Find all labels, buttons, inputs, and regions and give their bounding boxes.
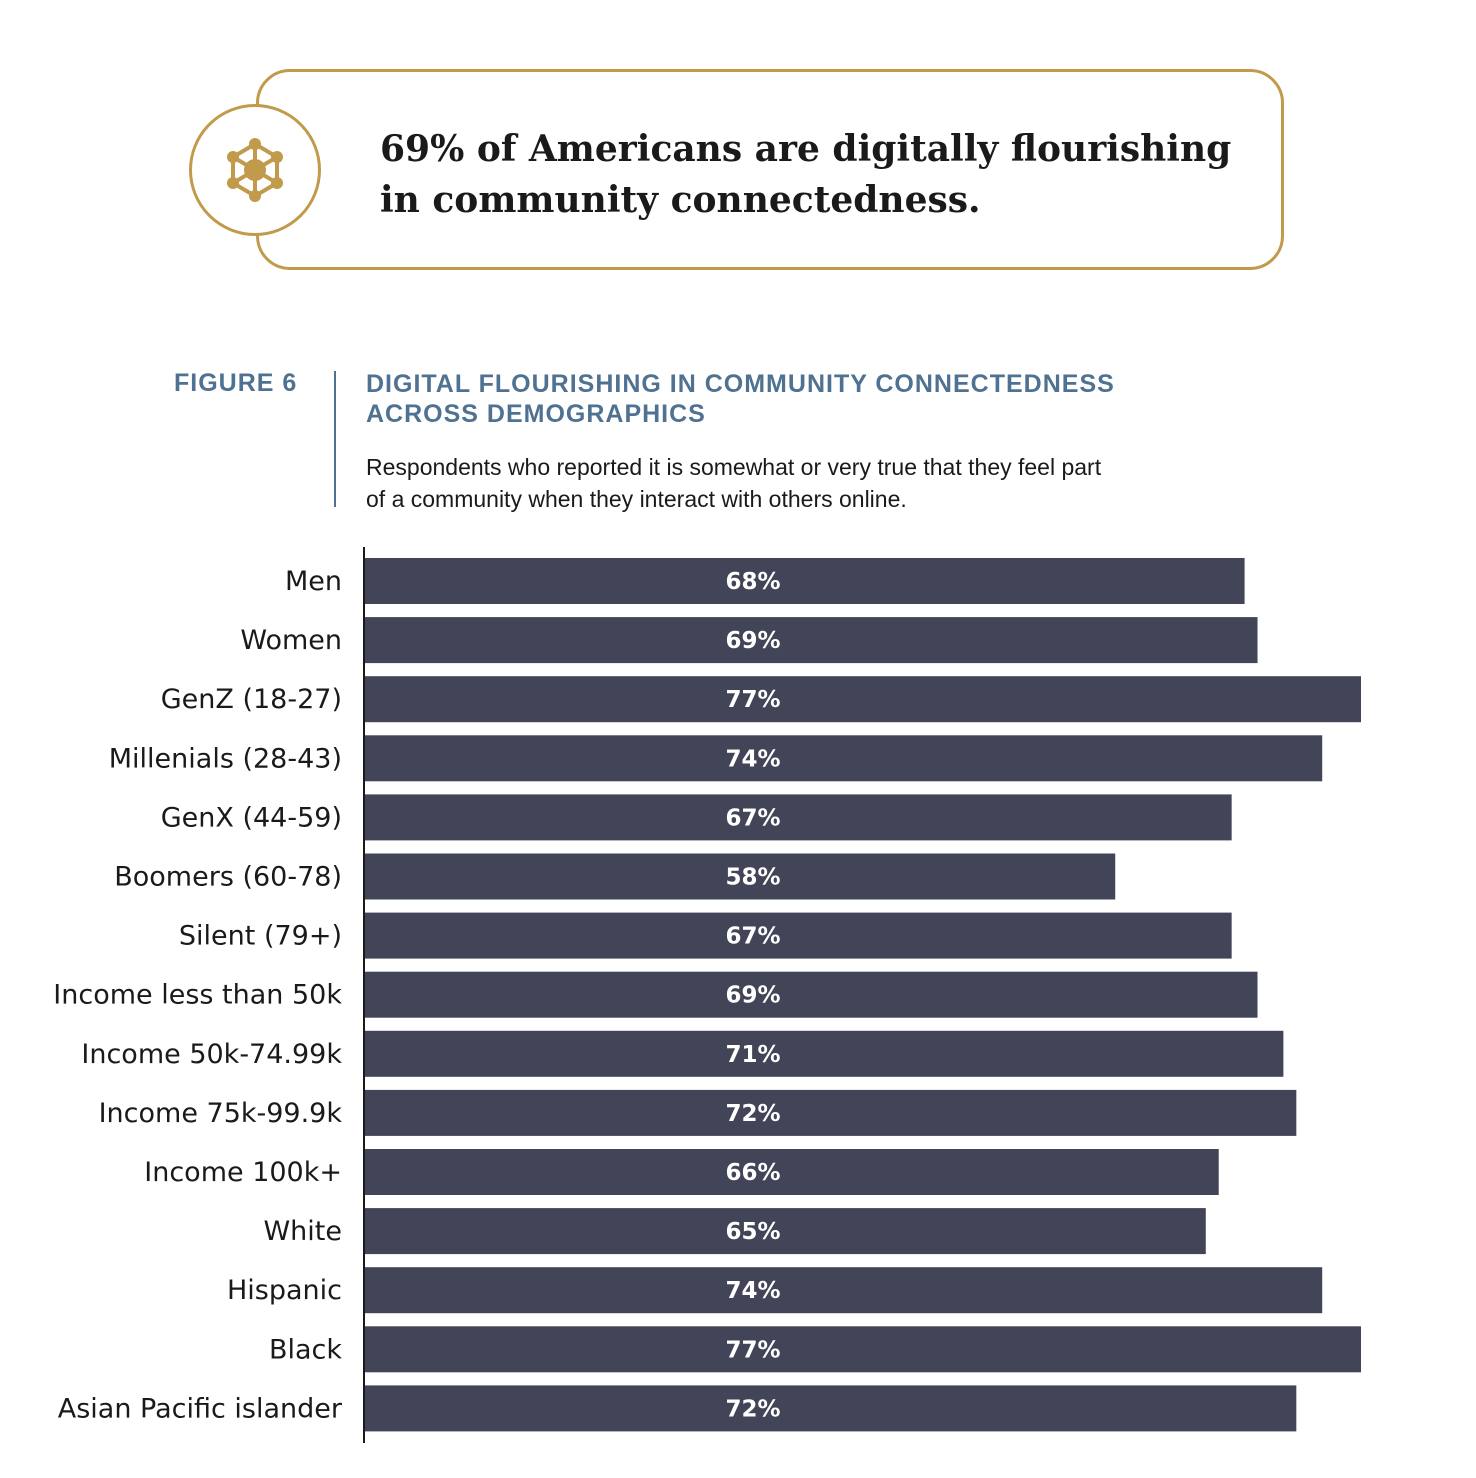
callout-headline-line2: in community connectedness.	[380, 179, 981, 221]
bar-2	[365, 676, 1361, 723]
category-label-7: Income less than 50k	[53, 980, 342, 1011]
category-label-10: Income 100k+	[144, 1157, 342, 1188]
bar-1	[365, 617, 1258, 664]
bar-3	[365, 735, 1323, 782]
value-label-7: 69%	[725, 983, 780, 1009]
bar-8	[365, 1030, 1284, 1077]
bar-10	[365, 1149, 1219, 1195]
figure-subtitle: Respondents who reported it is somewhat …	[366, 451, 1276, 515]
category-label-12: Hispanic	[227, 1275, 342, 1306]
bar-4	[365, 794, 1232, 841]
category-label-14: Asian Pacific islander	[58, 1393, 343, 1424]
value-label-6: 67%	[725, 924, 780, 950]
value-label-2: 77%	[725, 687, 780, 713]
value-label-9: 72%	[725, 1101, 780, 1127]
figure-label: FIGURE 6	[174, 369, 298, 397]
category-label-6: Silent (79+)	[179, 921, 342, 952]
category-label-2: GenZ (18-27)	[161, 684, 342, 715]
bar-11	[365, 1208, 1206, 1255]
value-label-8: 71%	[725, 1042, 780, 1068]
category-label-1: Women	[240, 625, 342, 656]
category-label-0: Men	[285, 566, 342, 597]
value-label-13: 77%	[725, 1337, 780, 1363]
figure-title-line2: ACROSS DEMOGRAPHICS	[366, 400, 706, 428]
figure-subtitle-line2: of a community when they interact with o…	[366, 486, 907, 512]
category-label-8: Income 50k-74.99k	[81, 1039, 342, 1070]
category-label-5: Boomers (60-78)	[114, 862, 342, 893]
bar-7	[365, 971, 1258, 1018]
bar-9	[365, 1089, 1297, 1136]
value-label-11: 65%	[725, 1219, 780, 1245]
community-network-icon	[189, 104, 321, 236]
value-label-0: 68%	[725, 569, 780, 595]
figure-title: DIGITAL FLOURISHING IN COMMUNITY CONNECT…	[366, 369, 1266, 429]
value-label-12: 74%	[725, 1278, 780, 1304]
callout-box	[256, 69, 1284, 270]
figure-subtitle-line1: Respondents who reported it is somewhat …	[366, 454, 1102, 480]
value-label-3: 74%	[725, 746, 780, 772]
figure-divider	[334, 371, 336, 507]
figure-title-line1: DIGITAL FLOURISHING IN COMMUNITY CONNECT…	[366, 370, 1115, 398]
value-label-10: 66%	[725, 1160, 780, 1186]
value-label-5: 58%	[725, 865, 780, 891]
bar-5	[365, 853, 1116, 900]
category-label-4: GenX (44-59)	[161, 802, 342, 833]
bar-12	[365, 1267, 1323, 1314]
bar-6	[365, 912, 1232, 959]
bar-14	[365, 1385, 1297, 1432]
callout-headline: 69% of Americans are digitally flourishi…	[380, 124, 1260, 226]
value-label-14: 72%	[725, 1396, 780, 1422]
category-label-3: Millenials (28-43)	[109, 743, 342, 774]
category-label-9: Income 75k-99.9k	[99, 1098, 343, 1129]
callout-headline-line1: 69% of Americans are digitally flourishi…	[380, 128, 1232, 170]
category-label-11: White	[263, 1216, 342, 1247]
value-label-4: 67%	[725, 805, 780, 831]
value-label-1: 69%	[725, 628, 780, 654]
bar-13	[365, 1326, 1361, 1373]
category-label-13: Black	[269, 1334, 342, 1365]
bar-0	[365, 558, 1245, 604]
